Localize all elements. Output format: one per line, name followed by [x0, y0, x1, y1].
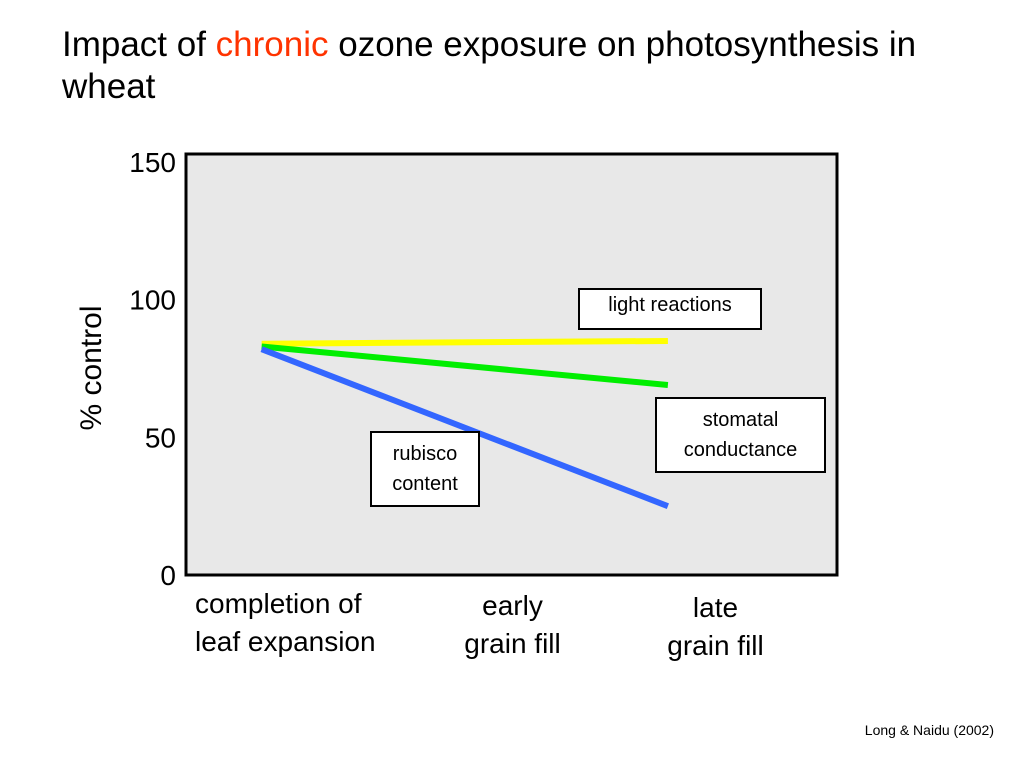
slide-title: Impact of chronic ozone exposure on phot…: [62, 24, 1012, 108]
x-category-late-grain-fill: late grain fill: [643, 589, 788, 665]
y-tick-label: 50: [145, 422, 176, 453]
callout-line: conductance: [683, 439, 798, 461]
series-line-light-reactions: [261, 337, 668, 347]
callout-light-reactions: light reactions: [578, 288, 762, 330]
y-tick-label: 0: [160, 560, 176, 591]
x-category-leaf-expansion: completion of leaf expansion: [195, 585, 376, 661]
callout-line: rubisco: [392, 443, 458, 465]
callout-line: stomatal: [702, 409, 779, 431]
callout-stomatal-conductance: stomatal conductance: [655, 397, 826, 473]
series-line-stomatal-conductance: [261, 343, 669, 389]
x-category-line: completion of: [195, 588, 362, 619]
series-lines: [260, 337, 669, 509]
x-category-line: leaf expansion: [195, 626, 376, 657]
source-credit: Long & Naidu (2002): [864, 722, 994, 738]
y-tick-label: 100: [129, 285, 176, 316]
callout-line: content: [392, 473, 458, 495]
y-axis-ticks: 0 50 100 150: [129, 147, 176, 591]
x-category-line: grain fill: [667, 630, 764, 661]
x-category-line: early: [482, 590, 543, 621]
y-tick-label: 150: [129, 147, 176, 178]
plot-area: [184, 152, 839, 577]
x-category-early-grain-fill: early grain fill: [440, 587, 585, 663]
title-text-before: Impact of: [62, 25, 216, 64]
callout-line: light reactions: [608, 294, 732, 316]
x-category-line: late: [692, 592, 739, 623]
callout-rubisco-content: rubisco content: [370, 431, 480, 507]
title-text-after: ozone exposure on photosynthesis in whea…: [62, 25, 917, 106]
title-highlight: chronic: [215, 25, 329, 64]
x-category-line: grain fill: [464, 628, 561, 659]
series-line-rubisco-content: [260, 346, 669, 509]
y-axis-label: % control: [75, 305, 108, 430]
